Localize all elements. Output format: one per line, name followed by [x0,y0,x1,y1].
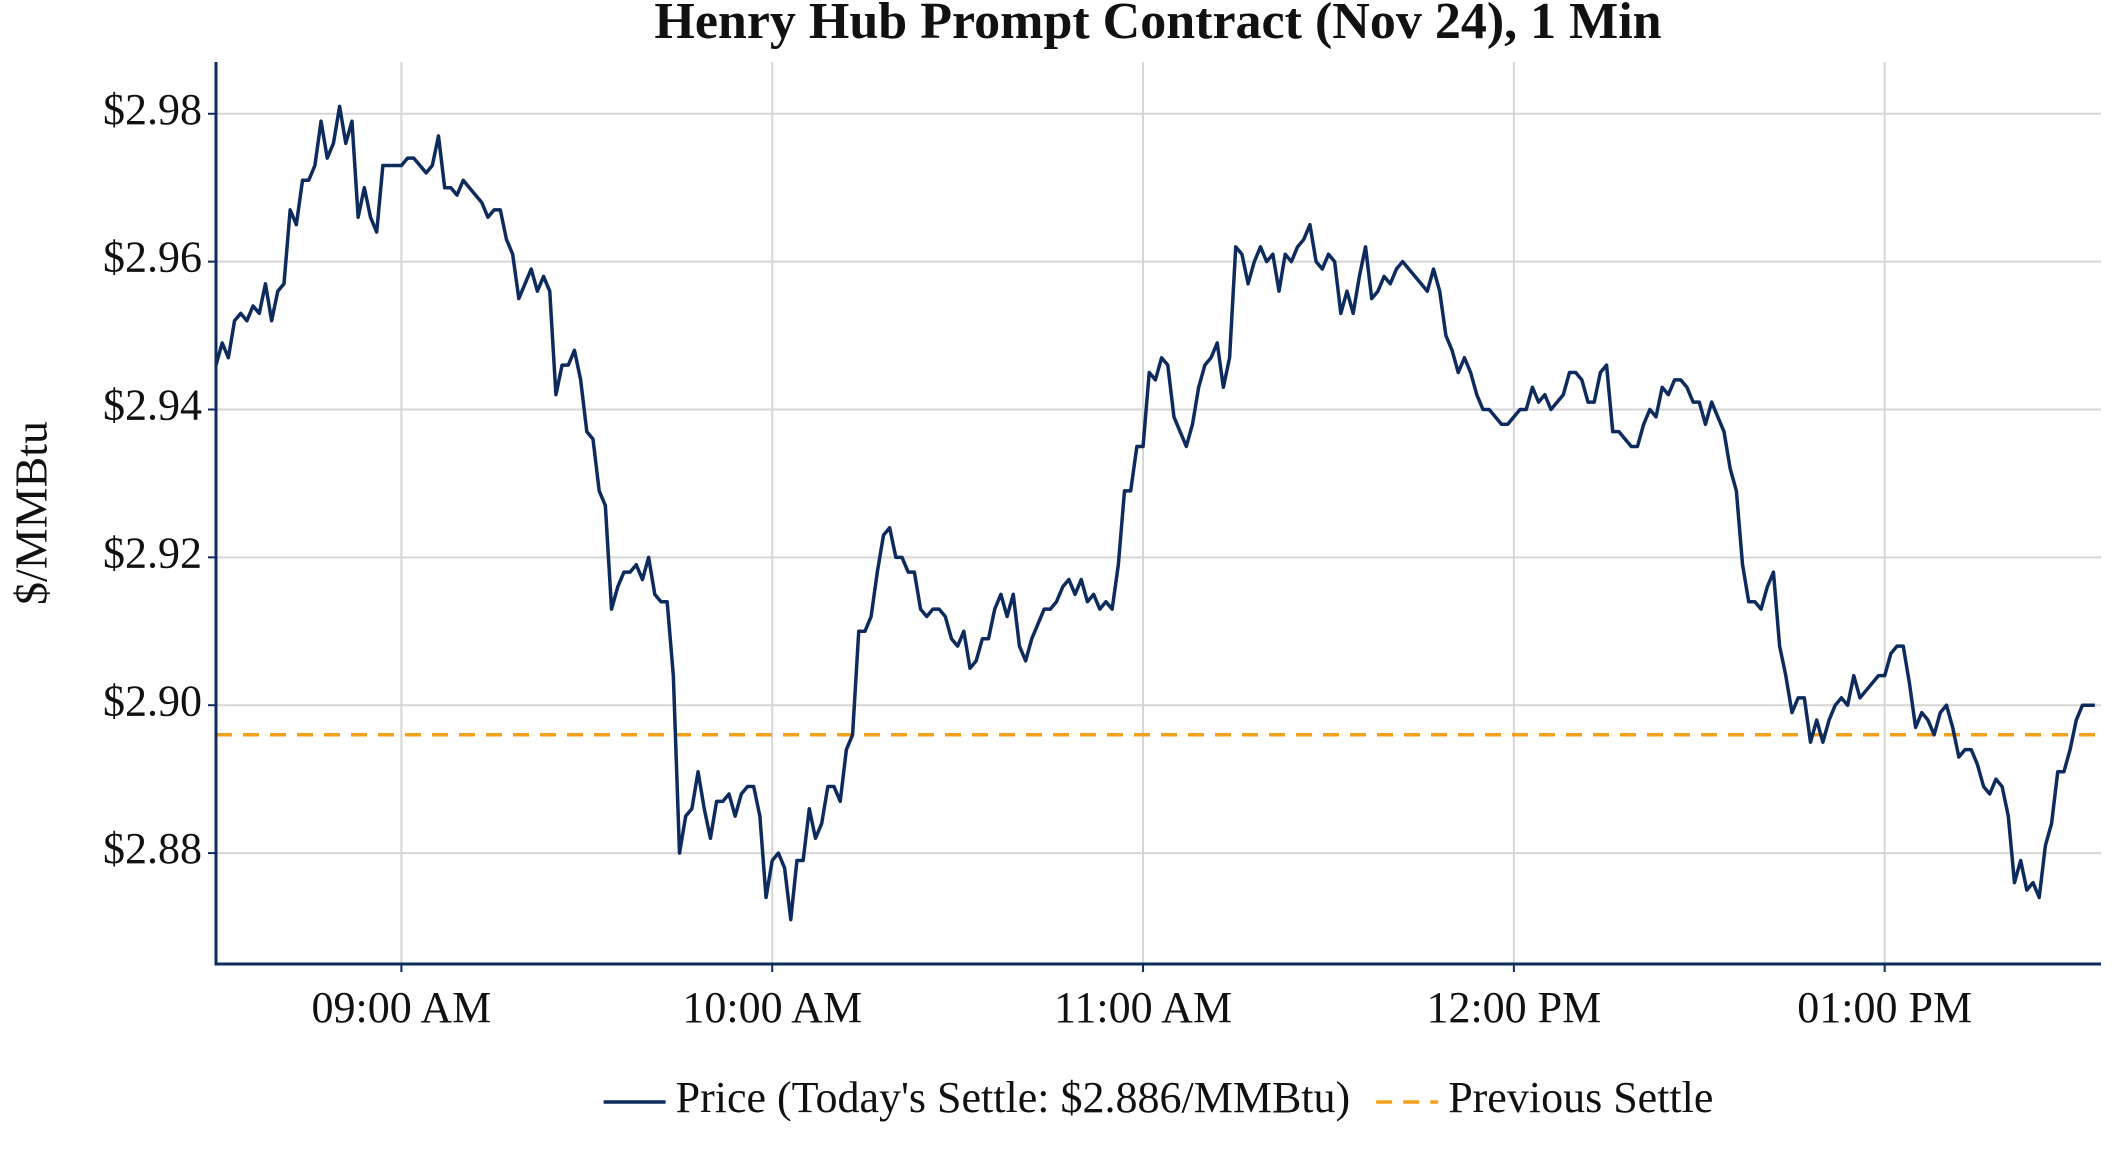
y-tick-label: $2.88 [103,824,202,873]
y-tick-label: $2.98 [103,85,202,134]
x-tick-label: 09:00 AM [312,983,492,1032]
x-tick-label: 11:00 AM [1054,983,1232,1032]
chart-title: Henry Hub Prompt Contract (Nov 24), 1 Mi… [654,0,1661,50]
y-tick-label: $2.94 [103,381,202,430]
x-tick-label: 01:00 PM [1797,983,1972,1032]
y-tick-label: $2.90 [103,676,202,725]
y-tick-label: $2.96 [103,233,202,282]
price-line [214,104,2095,922]
legend-label: Price (Today's Settle: $2.886/MMBtu) [676,1073,1351,1122]
legend-label: Previous Settle [1448,1073,1713,1122]
x-tick-label: 10:00 AM [682,983,862,1032]
y-axis-label: $/MMBtu [6,421,57,605]
y-tick-label: $2.92 [103,528,202,577]
x-tick-label: 12:00 PM [1426,983,1601,1032]
